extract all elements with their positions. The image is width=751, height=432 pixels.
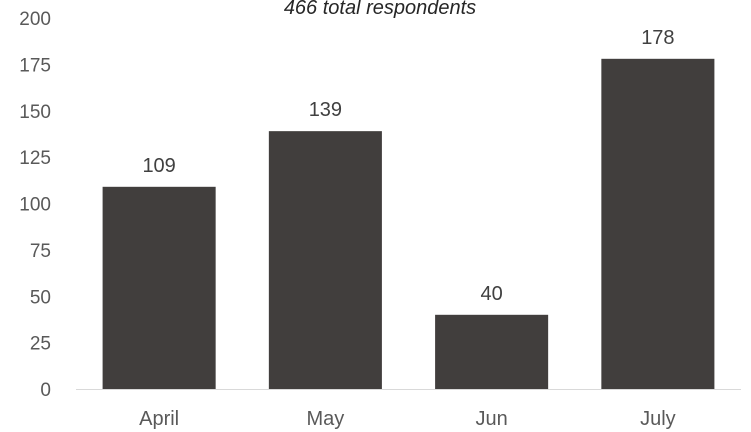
data-label: 40 [481, 283, 503, 305]
x-tick-label: July [640, 408, 676, 430]
y-tick-label: 25 [30, 334, 51, 355]
bar [601, 58, 715, 390]
data-label: 139 [309, 99, 342, 121]
y-tick-label: 100 [19, 195, 51, 216]
y-tick-label: 0 [40, 380, 51, 401]
bar [102, 186, 216, 389]
bars-group: 109 139 40 178 [102, 27, 715, 390]
y-tick-label: 75 [30, 241, 51, 262]
y-tick-label: 200 [19, 9, 51, 30]
data-label: 178 [641, 27, 674, 49]
y-tick-label: 50 [30, 287, 51, 308]
x-tick-label: May [306, 408, 344, 430]
data-label: 109 [142, 155, 175, 177]
bar [268, 131, 382, 389]
y-tick-label: 175 [19, 55, 51, 76]
y-axis: 0 25 50 75 100 125 150 175 200 [19, 9, 51, 401]
x-tick-label: Jun [476, 408, 508, 430]
x-tick-label: April [139, 408, 179, 430]
bar [435, 314, 549, 389]
y-tick-label: 125 [19, 148, 51, 169]
y-tick-label: 150 [19, 102, 51, 123]
x-axis: April May Jun July [76, 389, 741, 430]
chart-subtitle: 466 total respondents [284, 0, 476, 19]
